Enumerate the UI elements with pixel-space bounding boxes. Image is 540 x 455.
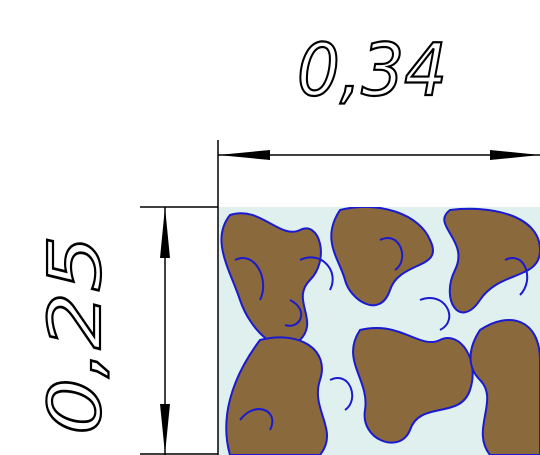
arrow — [160, 404, 170, 454]
arrow — [218, 150, 270, 160]
height-label: 0,25 — [33, 235, 117, 435]
width-label: 0,34 — [297, 28, 447, 112]
arrow — [160, 207, 170, 258]
micrograph — [218, 207, 540, 455]
arrow — [490, 150, 540, 160]
